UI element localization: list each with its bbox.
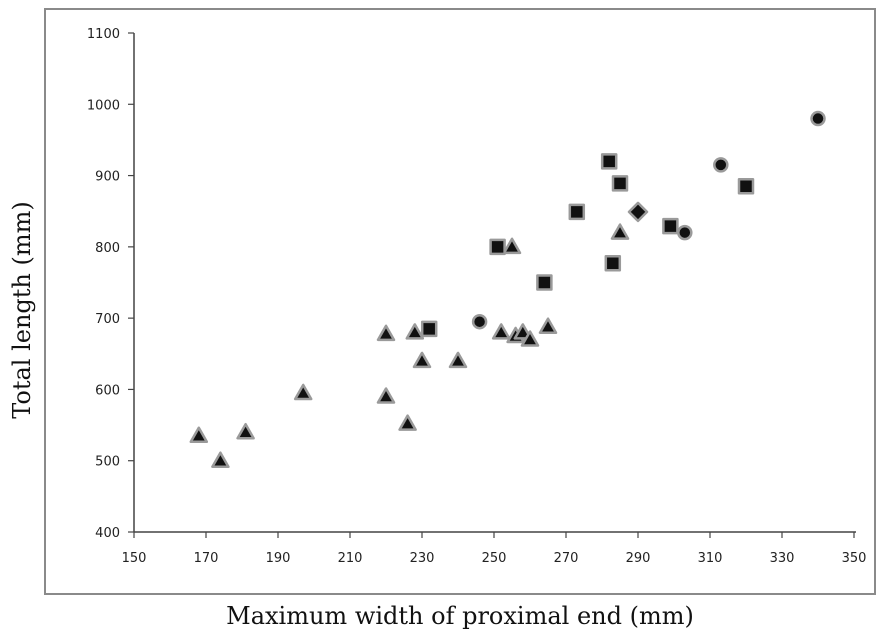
square-point: [600, 153, 618, 170]
y-tick-label: 800: [95, 241, 120, 256]
y-tick-label: 1000: [87, 98, 120, 113]
diamond-point: [627, 201, 649, 223]
triangle-point: [538, 317, 558, 334]
square-point: [536, 274, 553, 291]
x-tick-label: 190: [266, 551, 291, 566]
square-point: [604, 255, 622, 272]
y-axis-title: Total length (mm): [8, 201, 36, 419]
x-tick-label: 350: [842, 551, 867, 566]
x-tick-label: 150: [122, 551, 147, 566]
triangle-point: [376, 387, 396, 404]
triangle-point: [398, 414, 417, 431]
triangle-point: [610, 223, 630, 240]
square-point: [662, 217, 679, 235]
triangle-point: [293, 383, 313, 401]
x-tick-label: 330: [770, 551, 795, 566]
y-tick-label: 400: [95, 526, 120, 541]
x-axis-title: Maximum width of proximal end (mm): [226, 602, 694, 630]
square-point: [737, 178, 755, 195]
data-points: [189, 110, 826, 468]
y-tick-label: 500: [95, 455, 120, 470]
triangle-point: [520, 330, 540, 347]
y-tick-label: 600: [95, 383, 120, 398]
ticks: 150 170 190 210 230 250 270 290 310 330 350 400 500 6…: [87, 27, 867, 566]
y-tick-label: 700: [95, 312, 120, 327]
triangle-point: [502, 237, 522, 255]
triangle-point: [448, 351, 468, 369]
square-point: [611, 175, 629, 192]
chart-frame: 150 170 190 210 230 250 270 290 310 330 350 400 500 6…: [44, 8, 876, 595]
circle-point: [471, 313, 488, 330]
triangle-point: [211, 451, 230, 468]
x-tick-label: 290: [626, 551, 651, 566]
x-tick-label: 170: [194, 551, 219, 566]
triangle-point: [405, 323, 425, 340]
triangle-point: [491, 323, 511, 340]
x-tick-label: 270: [554, 551, 579, 566]
y-tick-label: 1100: [87, 27, 120, 42]
triangle-point: [236, 422, 255, 440]
square-point: [568, 203, 586, 221]
y-tick-label: 900: [95, 170, 120, 185]
circle-point: [810, 110, 826, 127]
x-tick-label: 310: [698, 551, 723, 566]
circle-point: [713, 157, 729, 173]
x-tick-label: 250: [482, 551, 507, 566]
circle-point: [677, 224, 693, 241]
square-point: [420, 320, 438, 338]
triangle-point: [189, 426, 209, 444]
x-tick-label: 230: [410, 551, 435, 566]
square-point: [489, 238, 506, 256]
scatter-chart: 150 170 190 210 230 250 270 290 310 330 350 400 500 6…: [87, 27, 867, 566]
x-tick-label: 210: [338, 551, 363, 566]
triangle-point: [412, 351, 432, 369]
triangle-point: [376, 324, 396, 342]
axes: [133, 33, 856, 533]
